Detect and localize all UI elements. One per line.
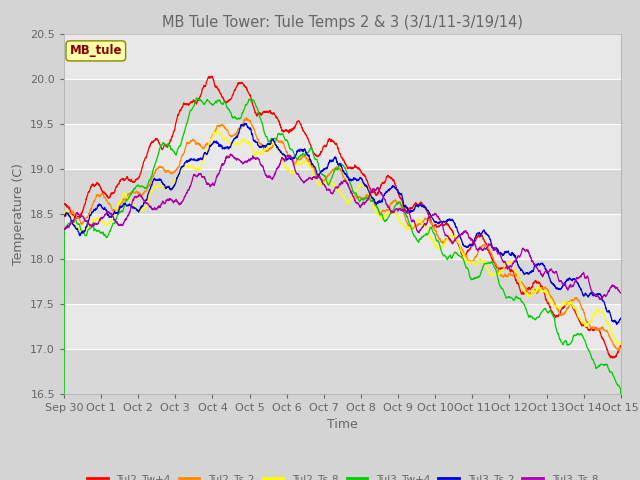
Text: MB_tule: MB_tule (70, 44, 122, 58)
Bar (64, 259, 621, 303)
Y-axis label: Temperature (C): Temperature (C) (12, 163, 25, 264)
Bar (64, 123, 621, 168)
Bar (64, 34, 621, 79)
Legend: Tul2_Tw+4, Tul2_Ts-2, Tul2_Ts-8, Tul3_Tw+4, Tul3_Ts-2, Tul3_Ts-8: Tul2_Tw+4, Tul2_Ts-2, Tul2_Ts-8, Tul3_Tw… (83, 470, 602, 480)
Title: MB Tule Tower: Tule Temps 2 & 3 (3/1/11-3/19/14): MB Tule Tower: Tule Temps 2 & 3 (3/1/11-… (162, 15, 523, 30)
X-axis label: Time: Time (327, 418, 358, 431)
Bar (64, 79, 621, 123)
Bar (64, 168, 621, 214)
Bar (64, 348, 621, 394)
Bar (64, 303, 621, 348)
Bar (64, 214, 621, 259)
